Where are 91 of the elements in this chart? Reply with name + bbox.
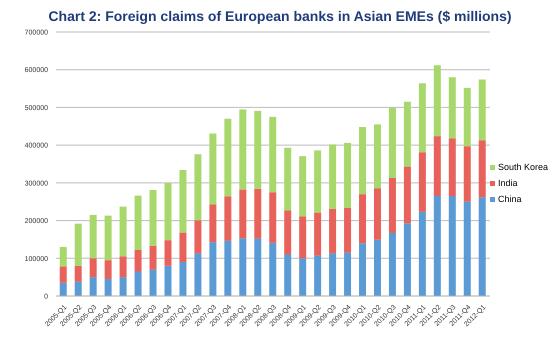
- bar: [194, 154, 202, 220]
- bar: [404, 102, 411, 167]
- bar: [314, 150, 322, 213]
- bar: [434, 65, 441, 136]
- bar: [90, 258, 97, 278]
- bar: [60, 246, 67, 267]
- bar: [254, 110, 262, 189]
- bar: [179, 262, 186, 296]
- bar: [344, 142, 352, 208]
- bar: [418, 212, 426, 296]
- bar: [434, 196, 441, 296]
- bar: [284, 148, 292, 210]
- bar: [120, 256, 127, 278]
- chart-title: Chart 2: Foreign claims of European banks in Asian EMEs ($ millions): [47, 8, 513, 26]
- bar: [150, 270, 157, 296]
- bar: [104, 216, 112, 260]
- bar: [388, 233, 396, 296]
- bar: [60, 282, 67, 296]
- bar: [448, 196, 456, 296]
- bar: [194, 253, 202, 296]
- bar: [464, 88, 471, 146]
- bar: [209, 242, 216, 296]
- bar: [150, 190, 157, 246]
- bar: [314, 256, 322, 296]
- bar: [329, 208, 336, 254]
- bar: [239, 109, 246, 190]
- bar: [478, 197, 486, 296]
- bar: [434, 136, 441, 196]
- bar: [90, 277, 97, 296]
- bar: [329, 253, 336, 296]
- bar: [464, 202, 471, 296]
- bar: [329, 144, 336, 209]
- bar: [374, 188, 381, 240]
- bar: [418, 83, 426, 152]
- bar: [464, 146, 471, 202]
- bar: [179, 232, 186, 262]
- bar: [404, 166, 411, 224]
- bar: [74, 266, 82, 282]
- legend-label: China: [496, 194, 522, 204]
- bar: [239, 238, 246, 296]
- bar: [359, 127, 366, 194]
- bar: [388, 108, 396, 178]
- bar: [374, 124, 381, 189]
- bar: [224, 118, 232, 196]
- bar: [120, 206, 127, 256]
- bar: [224, 240, 232, 296]
- bar: [269, 116, 276, 192]
- bar: [209, 204, 216, 242]
- bar: [299, 156, 306, 216]
- bar: [388, 178, 396, 234]
- bar: [478, 140, 486, 198]
- bar: [164, 266, 172, 296]
- bar: [134, 271, 142, 296]
- bar: [299, 258, 306, 296]
- bar: [164, 182, 172, 240]
- bar: [359, 243, 366, 296]
- bar: [209, 133, 216, 204]
- bar: [314, 212, 322, 256]
- bar: [344, 208, 352, 253]
- bar: [164, 240, 172, 266]
- bar: [179, 170, 186, 233]
- bar: [448, 77, 456, 138]
- bar: [418, 152, 426, 212]
- bar: [60, 266, 67, 283]
- bar: [254, 238, 262, 296]
- bar: [150, 246, 157, 270]
- bar: [120, 277, 127, 296]
- bar: [284, 254, 292, 296]
- bar: [404, 223, 411, 296]
- bar: [74, 282, 82, 296]
- bar: [104, 260, 112, 280]
- bar: [359, 194, 366, 244]
- bar: [104, 279, 112, 296]
- legend-label: South Korea: [496, 162, 548, 172]
- bar: [134, 250, 142, 272]
- bar: [90, 214, 97, 258]
- bar: [134, 196, 142, 250]
- bar: [284, 210, 292, 255]
- bar: [269, 242, 276, 296]
- bar: [269, 192, 276, 243]
- bar: [239, 190, 246, 238]
- bar: [374, 240, 381, 296]
- bar: [478, 80, 486, 140]
- bar: [344, 252, 352, 296]
- bar: [254, 188, 262, 239]
- bar: [194, 220, 202, 254]
- bar: [299, 216, 306, 258]
- legend-label: India: [496, 178, 518, 188]
- bar: [224, 196, 232, 241]
- bar: [448, 138, 456, 196]
- bar: [74, 224, 82, 266]
